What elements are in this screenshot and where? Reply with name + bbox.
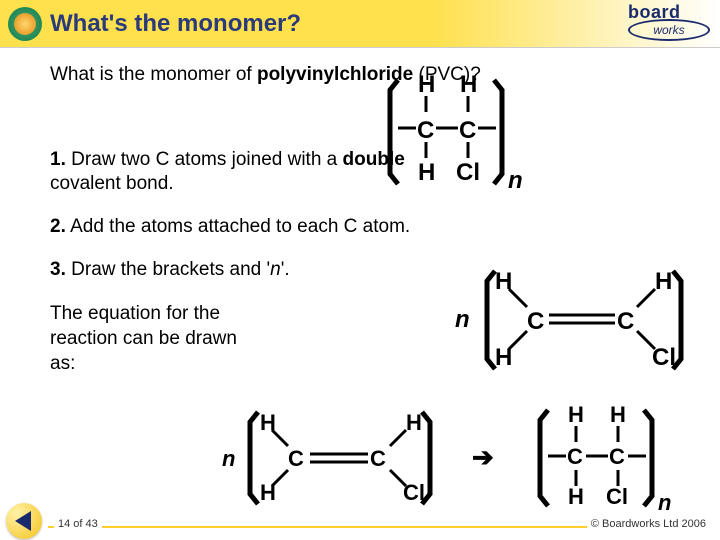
page-title: What's the monomer? — [50, 10, 301, 38]
atom-h: H — [655, 268, 672, 295]
atom-h: H — [495, 268, 512, 295]
footer: 14 of 43 © Boardworks Ltd 2006 — [0, 518, 720, 540]
step-3: 3. Draw the brackets and 'n'. — [50, 258, 430, 283]
n-subscript: n — [658, 490, 671, 515]
equation-monomer: n H H C C H Cl — [222, 408, 452, 514]
step-tail: '. — [281, 259, 290, 280]
brand-logo: board works — [628, 2, 710, 41]
atom-c: C — [609, 444, 625, 469]
step-text: Add the atoms attached to each C atom. — [70, 216, 410, 237]
n-coefficient: n — [222, 446, 235, 471]
atom-h: H — [610, 402, 626, 427]
step-number: 3. — [50, 259, 66, 280]
atom-c: C — [370, 446, 386, 471]
atom-c: C — [527, 308, 544, 335]
atom-cl: Cl — [403, 480, 425, 505]
atom-c: C — [567, 444, 583, 469]
step-text: Draw the brackets and ' — [71, 259, 270, 280]
header-bar: What's the monomer? board works — [0, 0, 720, 48]
atom-h: H — [568, 402, 584, 427]
step-text: Draw two C atoms joined with a — [71, 149, 342, 170]
atom-c: C — [417, 117, 434, 144]
atom-cl: Cl — [456, 159, 480, 186]
header-icon — [8, 7, 42, 41]
atom-c: C — [617, 308, 634, 335]
step-number: 2. — [50, 216, 66, 237]
atom-cl: Cl — [606, 484, 628, 509]
atom-cl: Cl — [652, 344, 676, 371]
atom-h: H — [568, 484, 584, 509]
atom-h: H — [260, 410, 276, 435]
question-text: What is the monomer of polyvinylchloride… — [50, 62, 698, 88]
monomer-structure-right: n H H C C H Cl — [455, 265, 705, 381]
question-prefix: What is the monomer of — [50, 64, 257, 85]
atom-h: H — [260, 480, 276, 505]
atom-h: H — [406, 410, 422, 435]
page-counter: 14 of 43 — [54, 518, 102, 530]
atom-c: C — [288, 446, 304, 471]
atom-c: C — [459, 117, 476, 144]
equation-text: The equation for the reaction can be dra… — [50, 302, 240, 376]
step-1: 1. Draw two C atoms joined with a double… — [50, 148, 430, 197]
atom-h: H — [460, 71, 477, 98]
atom-h: H — [418, 159, 435, 186]
step-2: 2. Add the atoms attached to each C atom… — [50, 215, 430, 240]
step-tail: covalent bond. — [50, 173, 174, 194]
copyright: © Boardworks Ltd 2006 — [587, 518, 710, 530]
step-n-italic: n — [270, 259, 281, 280]
atom-h: H — [495, 344, 512, 371]
steps-list: 1. Draw two C atoms joined with a double… — [50, 148, 698, 283]
logo-text-top: board — [628, 2, 710, 23]
prev-button[interactable] — [6, 503, 42, 539]
step-number: 1. — [50, 149, 66, 170]
atom-h: H — [418, 71, 435, 98]
n-coefficient: n — [455, 306, 470, 333]
n-subscript: n — [508, 167, 523, 194]
reaction-arrow: ➔ — [472, 442, 494, 473]
equation-polymer: H H C C H Cl n — [528, 398, 688, 524]
polymer-structure-top: H H C C H Cl n — [378, 62, 538, 208]
